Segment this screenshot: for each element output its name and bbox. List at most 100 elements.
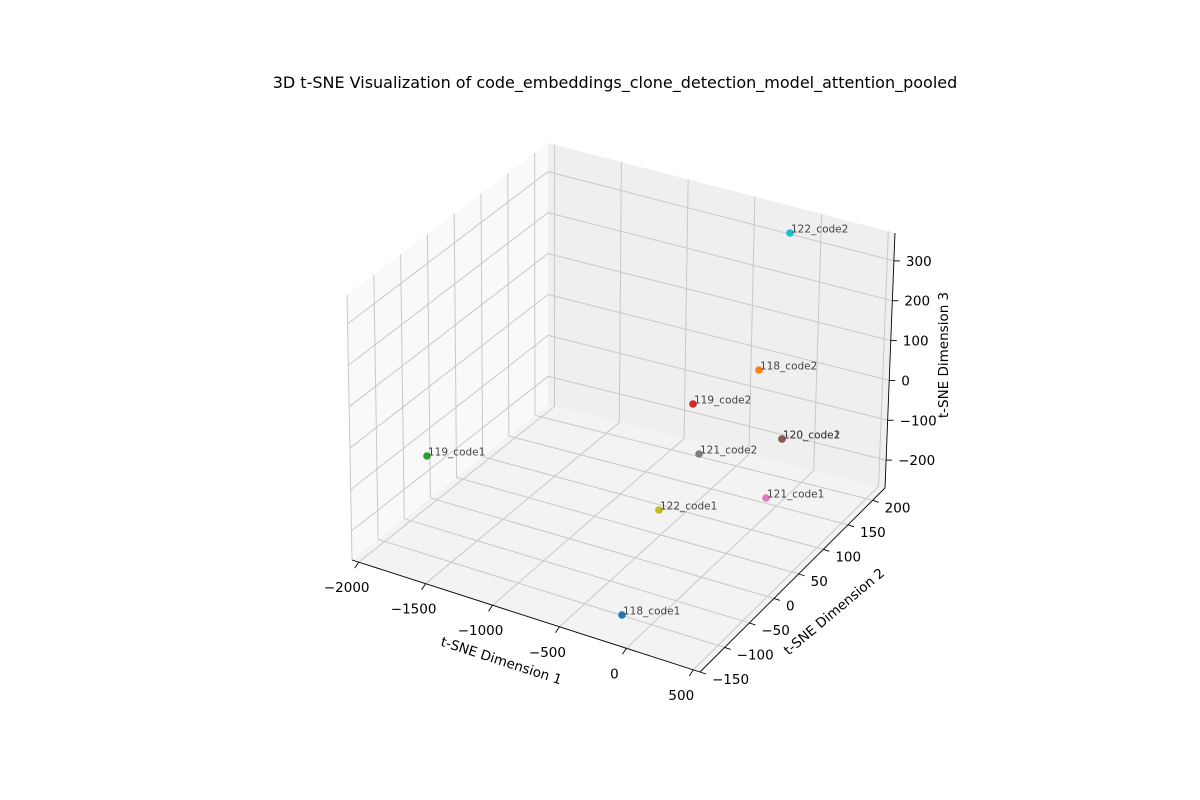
point-122_code1	[655, 506, 663, 514]
point-119_code1	[423, 452, 431, 460]
z-gridline-left	[348, 253, 549, 408]
y-gridline-floor	[456, 476, 799, 575]
point-label-121_code1: 121_code1	[767, 489, 824, 501]
x-gridline-floor	[425, 422, 620, 585]
y-tick-label: 100	[835, 549, 861, 565]
x-gridline-back	[748, 196, 756, 455]
x-gridline-back	[813, 213, 823, 471]
z-gridline-back	[547, 334, 888, 421]
y-gridline-left	[453, 213, 458, 478]
z-gridline-left	[347, 171, 549, 325]
x-tick-mark	[354, 561, 360, 569]
x-tick-mark	[555, 626, 560, 634]
point-label-118_code1: 118_code1	[623, 606, 680, 618]
point-label-120_code2: 120_code2	[783, 430, 840, 442]
point-122_code2	[786, 229, 794, 237]
z-tick-label: 100	[903, 334, 929, 350]
y-gridline-floor	[508, 435, 849, 526]
y-tick-label: −100	[737, 647, 774, 663]
point-label-120_code1: 120_code1	[783, 430, 840, 442]
x-tick-label: −1500	[391, 602, 437, 618]
chart-title: 3D t-SNE Visualization of code_embedding…	[273, 73, 958, 93]
y-tick-mark	[798, 573, 805, 577]
back-pane	[548, 143, 895, 488]
z-tick-label: 200	[904, 294, 930, 310]
x-axis-label: t-SNE Dimension 1	[439, 634, 564, 688]
x-gridline-floor	[626, 470, 815, 649]
y-tick-label: 0	[786, 598, 795, 614]
z-gridline-left	[348, 212, 549, 366]
x-tick-label: 0	[610, 666, 619, 682]
y-tick-label: −150	[712, 672, 749, 688]
point-label-121_code2: 121_code2	[700, 445, 757, 457]
x-tick-mark	[688, 669, 694, 677]
x-axis-line	[351, 559, 701, 673]
z-axis-label: t-SNE Dimension 3	[936, 292, 952, 418]
z-gridline-back	[547, 375, 887, 461]
y-gridline-floor	[377, 538, 725, 648]
y-tick-label: 200	[885, 500, 911, 516]
z-tick-label: −200	[898, 453, 935, 469]
y-gridline-left	[507, 173, 510, 437]
z-tick-label: −100	[900, 413, 937, 429]
point-label-119_code2: 119_code2	[694, 395, 751, 407]
axes	[351, 232, 900, 677]
y-gridline-left	[373, 274, 379, 540]
point-118_code1	[618, 611, 626, 619]
point-118_code2	[755, 366, 763, 374]
x-tick-label: −2000	[324, 580, 370, 596]
y-axis-label: t-SNE Dimension 2	[781, 565, 888, 658]
z-gridline-left	[349, 294, 549, 449]
left-pane	[347, 143, 548, 560]
z-tick-label: 0	[901, 373, 910, 389]
y-tick-mark	[773, 597, 781, 601]
y-tick-mark	[872, 499, 879, 503]
point-label-118_code2: 118_code2	[760, 361, 817, 373]
y-gridline-left	[480, 193, 484, 457]
z-gridline-left	[351, 375, 549, 532]
x-gridline-floor	[358, 406, 555, 563]
y-gridline-left	[400, 254, 405, 519]
point-121_code1	[762, 494, 770, 502]
x-tick-mark	[421, 583, 426, 590]
x-gridline-back	[683, 179, 689, 439]
gridlines	[346, 144, 895, 673]
z-gridline-left	[350, 335, 549, 491]
data-points: 118_code1 118_code2 119_code1 119_code2 120_…	[423, 224, 848, 619]
y-axis-line	[699, 487, 886, 673]
x-gridline-floor	[692, 486, 879, 671]
y-tick-mark	[823, 548, 830, 552]
y-gridline-floor	[404, 518, 750, 624]
z-gridline-back	[547, 212, 893, 302]
point-label-119_code1: 119_code1	[428, 447, 485, 459]
x-gridline-back	[878, 231, 889, 487]
x-tick-label: 500	[668, 688, 694, 704]
z-gridline-back	[547, 293, 890, 381]
x-gridline-floor	[559, 454, 750, 628]
y-gridline-floor	[534, 414, 873, 501]
z-axis-line	[884, 232, 896, 489]
point-120_code2	[778, 435, 786, 443]
x-tick-mark	[488, 604, 493, 612]
x-gridline-back	[618, 162, 622, 423]
z-gridline-back	[547, 253, 891, 342]
y-gridline-floor	[482, 456, 824, 550]
x-tick-label: −500	[529, 645, 566, 661]
tick-labels: −2000−1500−1000−5000500−150−100−50050100…	[324, 254, 937, 704]
z-gridline-back	[547, 171, 895, 262]
x-tick-mark	[622, 648, 627, 655]
y-tick-label: 150	[860, 525, 886, 541]
y-tick-label: −50	[761, 623, 790, 639]
point-119_code2	[689, 400, 697, 408]
y-tick-mark	[699, 671, 707, 675]
y-gridline-floor	[430, 497, 775, 599]
x-tick-label: −1000	[458, 623, 504, 639]
point-label-122_code2: 122_code2	[791, 224, 848, 236]
point-label-122_code1: 122_code1	[660, 501, 717, 513]
x-gridline-floor	[492, 438, 685, 606]
point-121_code2	[695, 450, 703, 458]
z-tick-label: 300	[906, 254, 932, 270]
floor-pane	[352, 405, 885, 672]
y-gridline-left	[346, 294, 353, 561]
